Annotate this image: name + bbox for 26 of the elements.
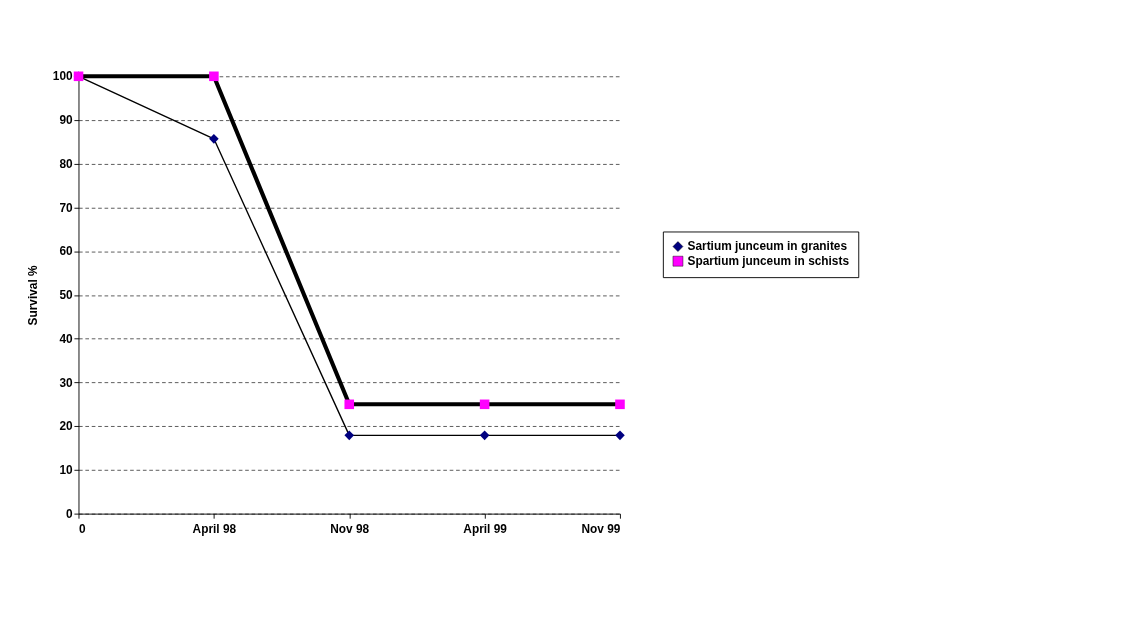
- x-tick-label: Nov 99: [581, 522, 621, 537]
- point: [344, 399, 355, 410]
- y-tick-label: 100: [52, 69, 73, 84]
- y-axis-title: Survival %: [26, 264, 41, 326]
- x-tick-label: 0: [78, 522, 86, 537]
- legend-label: Spartium junceum in schists: [687, 253, 850, 268]
- y-tick-label: 20: [59, 419, 73, 434]
- x-tick-label: April 98: [192, 522, 237, 537]
- point: [615, 399, 625, 410]
- x-tick-label: Nov 98: [330, 522, 370, 537]
- y-tick-label: 80: [59, 156, 73, 171]
- y-tick-label: 90: [59, 113, 73, 128]
- y-tick-label: 30: [59, 375, 73, 390]
- point: [615, 430, 625, 441]
- y-tick-label: 0: [65, 506, 73, 521]
- y-tick-label: 60: [59, 244, 73, 259]
- point: [209, 71, 219, 82]
- y-tick-label: 10: [59, 463, 73, 478]
- y-tick-label: 50: [59, 288, 73, 303]
- x-tick-label: April 99: [463, 522, 508, 537]
- y-tick-label: 40: [59, 331, 73, 346]
- point: [344, 430, 355, 441]
- point: [209, 134, 219, 144]
- legend-label: Sartium junceum in granites: [687, 239, 848, 254]
- y-tick-label: 70: [59, 200, 73, 215]
- point: [479, 430, 490, 441]
